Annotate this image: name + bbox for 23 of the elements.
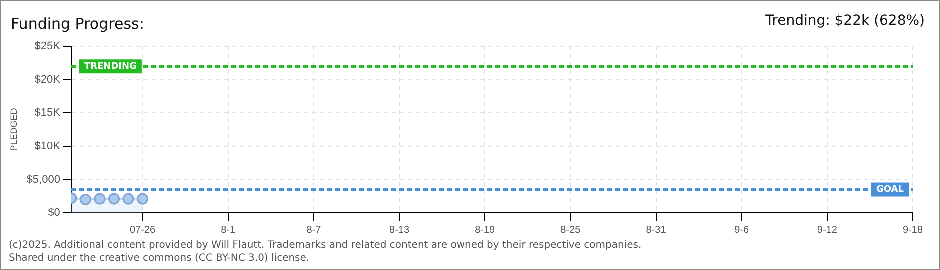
ref-line-label: TRENDING	[84, 62, 137, 72]
x-tick-label: 8-7	[306, 224, 322, 236]
x-tick-label: 9-18	[902, 224, 924, 236]
y-tick-label: $15K	[34, 107, 62, 120]
text: (c)2025. Additional content provided by Will Flautt. Trademarks and related content are owned by their respective companies.	[9, 240, 642, 251]
x-tick-label: 8-25	[560, 224, 582, 236]
x-tick-label: 07-26	[130, 224, 156, 236]
y-tick-label: $20K	[34, 74, 62, 86]
chart-title: Funding Progress:	[11, 15, 144, 33]
ref-line-label: GOAL	[876, 185, 904, 196]
chart-subtitle: Trending: $22k (628%)	[766, 13, 925, 29]
x-tick-label: 9-12	[817, 224, 838, 236]
x-tick-label: 8-1	[221, 224, 236, 236]
y-axis-title: PLEDGED	[8, 108, 19, 152]
x-tick-label: 8-31	[646, 224, 667, 236]
y-tick-label: $25K	[34, 40, 62, 53]
y-tick-label: $0	[48, 207, 60, 220]
x-tick-label: 9-6	[734, 224, 750, 236]
y-tick-label: $10K	[34, 140, 62, 152]
x-tick-label: 8-19	[475, 224, 496, 236]
x-tick-label: 8-13	[390, 224, 410, 236]
y-tick-label: $5,000	[26, 174, 60, 186]
text: Shared under the creative commons (CC BY-NC 3.0) license.	[9, 253, 310, 264]
